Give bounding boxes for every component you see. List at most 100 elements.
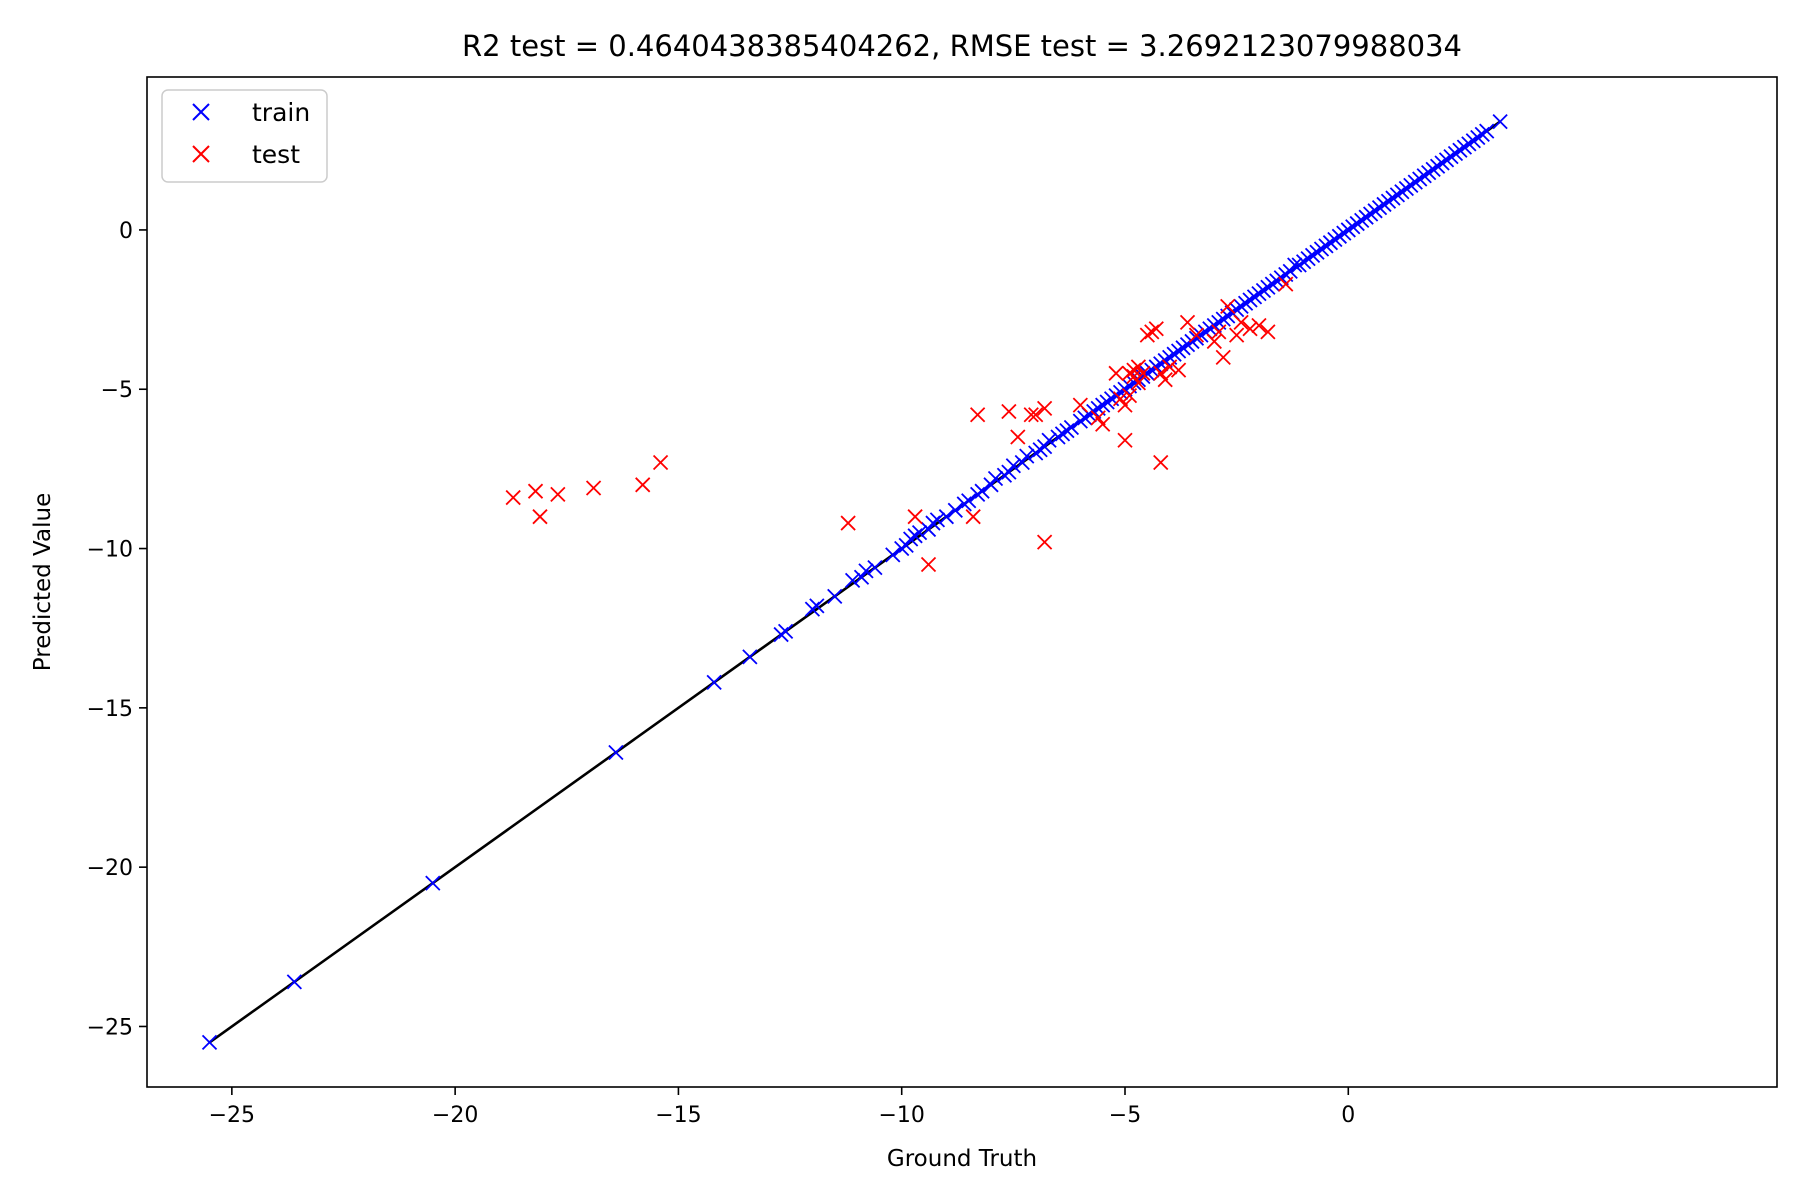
- train-point: [1322, 235, 1339, 251]
- test-point: [1090, 410, 1106, 426]
- legend: train test: [161, 89, 328, 183]
- train-point: [1148, 359, 1164, 375]
- train-point: [1050, 429, 1066, 445]
- train-point: [1416, 168, 1432, 184]
- plot-marks: [201, 113, 1508, 1051]
- test-point: [550, 486, 566, 503]
- train-point: [974, 483, 990, 499]
- train-point: [1358, 209, 1374, 225]
- train-point: [1184, 333, 1200, 350]
- legend-train-label: train: [252, 98, 310, 127]
- legend-train-marker: [192, 103, 210, 121]
- train-point: [1398, 180, 1414, 197]
- test-point: [1188, 327, 1205, 343]
- train-point: [1166, 346, 1182, 362]
- train-point: [1331, 228, 1347, 244]
- train-point: [1407, 174, 1423, 190]
- train-point: [1157, 352, 1173, 369]
- test-point: [1135, 365, 1151, 381]
- test-point: [1206, 333, 1222, 350]
- train-point: [1072, 413, 1088, 429]
- test-point: [907, 509, 923, 525]
- train-point: [1371, 199, 1388, 216]
- test-point: [652, 454, 669, 471]
- test-point: [920, 556, 937, 573]
- x-tick-label: −15: [655, 1103, 701, 1128]
- train-point: [201, 1034, 218, 1051]
- train-point: [1474, 126, 1490, 142]
- test-point: [1117, 397, 1133, 413]
- x-axis-label: Ground Truth: [887, 1146, 1037, 1172]
- train-point: [1412, 171, 1428, 187]
- train-point: [1461, 136, 1477, 152]
- y-tick-label: −5: [101, 378, 133, 403]
- train-point: [1170, 343, 1187, 359]
- train-point: [286, 974, 303, 990]
- train-point: [1349, 215, 1365, 232]
- test-point: [1220, 298, 1236, 315]
- test-point: [1139, 327, 1155, 343]
- train-point: [777, 623, 794, 640]
- x-tick-label: −10: [878, 1103, 924, 1128]
- train-point: [925, 515, 941, 531]
- x-tick-label: −25: [209, 1103, 255, 1128]
- train-point: [1470, 129, 1486, 146]
- train-point: [1229, 301, 1245, 318]
- train-point: [1251, 286, 1267, 302]
- train-point: [1014, 454, 1030, 471]
- test-point: [1260, 324, 1276, 340]
- y-tick-label: −25: [87, 1015, 133, 1040]
- train-point: [1421, 164, 1437, 181]
- train-point: [1242, 292, 1258, 308]
- test-point: [1144, 324, 1160, 340]
- train-point: [1492, 113, 1508, 130]
- train-point: [1063, 419, 1080, 436]
- train-point: [1054, 426, 1071, 442]
- test-point: [1072, 397, 1088, 413]
- train-point: [867, 560, 883, 576]
- test-point: [505, 489, 521, 506]
- train-point: [1117, 381, 1133, 397]
- train-point: [1452, 142, 1468, 158]
- test-point: [1229, 327, 1245, 343]
- train-point: [1255, 282, 1272, 299]
- axis-ticks: −25 −20 −15 −10 −5 0 −25 −20 −15 −10 −5 0: [87, 219, 1356, 1128]
- test-point: [635, 477, 651, 493]
- test-point: [1153, 454, 1169, 471]
- train-point: [907, 528, 923, 544]
- plot-frame: [146, 76, 1778, 1088]
- test-point: [1215, 349, 1231, 366]
- train-point: [1479, 123, 1495, 139]
- train-point: [1295, 254, 1312, 270]
- train-point: [1389, 187, 1406, 203]
- train-point: [1394, 184, 1410, 200]
- train-point: [1099, 394, 1115, 410]
- test-point: [1095, 416, 1111, 432]
- train-point: [947, 502, 963, 518]
- train-point: [1041, 432, 1057, 448]
- train-point: [1059, 423, 1075, 439]
- test-point: [1148, 321, 1164, 337]
- train-point: [1264, 276, 1281, 292]
- test-point: [969, 407, 986, 423]
- train-point: [1362, 206, 1379, 222]
- train-point: [1345, 219, 1361, 235]
- test-point: [1108, 365, 1124, 381]
- train-point: [1336, 225, 1352, 241]
- y-axis-label: Predicted Value: [30, 493, 56, 671]
- y-tick-label: −10: [87, 538, 133, 563]
- train-point: [1367, 203, 1383, 219]
- y-tick-label: −20: [87, 856, 133, 881]
- y-tick-label: 0: [119, 219, 133, 244]
- test-point: [965, 509, 981, 525]
- train-point: [1269, 273, 1285, 289]
- train-point: [608, 744, 624, 761]
- test-point: [1126, 368, 1142, 385]
- test-point: [1233, 314, 1249, 330]
- train-point: [1465, 133, 1481, 149]
- train-point: [1077, 410, 1093, 426]
- test-point: [1242, 321, 1258, 337]
- train-point: [1112, 384, 1129, 401]
